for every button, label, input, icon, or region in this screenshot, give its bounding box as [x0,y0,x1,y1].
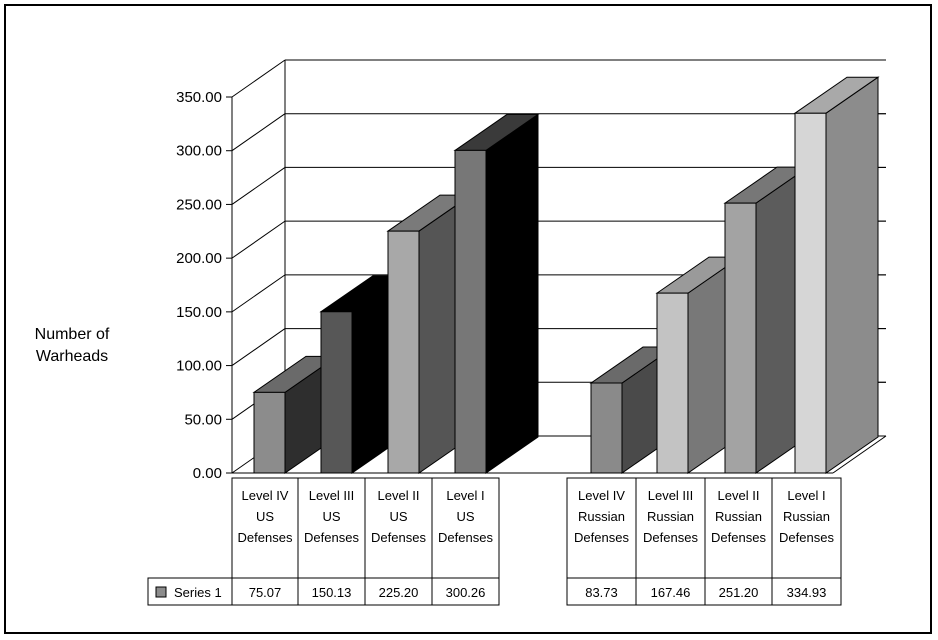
category-label: Russian [783,509,830,524]
category-label: Level II [378,488,420,503]
wall-gridline [231,220,286,259]
category-label: Level IV [578,488,625,503]
bar-front [590,382,623,474]
wall-gridline [231,167,286,205]
category-label: Defenses [643,530,698,545]
wall-gridline [231,59,286,98]
y-tick-label: 150.00 [176,304,222,321]
category-label: US [456,509,474,524]
category-label: Defenses [438,530,493,545]
y-tick-label: 250.00 [176,196,222,213]
category-label: Level III [309,488,355,503]
value-cell [431,577,500,606]
bar-front [724,202,757,474]
y-tick-label: 350.00 [176,89,222,106]
wall-gridline [231,328,286,366]
bar-front [253,391,286,474]
data-value-label: 75.07 [249,585,282,600]
bar-side [485,113,539,474]
data-value-label: 150.13 [312,585,352,600]
legend-label: Series 1 [174,585,222,600]
legend-swatch [155,586,167,598]
category-label: Level I [787,488,825,503]
y-axis-title: Number of [35,326,110,343]
category-label: Russian [715,509,762,524]
category-label: Level II [718,488,760,503]
y-tick-label: 300.00 [176,143,222,160]
y-tick-label: 100.00 [176,358,222,375]
wall-gridline [231,274,286,313]
bar-front [454,149,487,474]
data-value-label: 225.20 [379,585,419,600]
y-tick-label: 200.00 [176,250,222,267]
wall-gridline [231,113,286,152]
category-label: Defenses [304,530,359,545]
category-label: Defenses [779,530,834,545]
value-cell [771,577,842,606]
category-label: US [322,509,340,524]
y-tick-label: 0.00 [193,465,222,482]
data-value-label: 251.20 [719,585,759,600]
data-value-label: 300.26 [446,585,486,600]
category-label: Defenses [574,530,629,545]
category-label: US [256,509,274,524]
category-label: Russian [578,509,625,524]
data-value-label: 167.46 [651,585,691,600]
bar-front [794,112,827,474]
category-label: Russian [647,509,694,524]
category-label: Defenses [238,530,293,545]
bar-front [387,230,420,474]
bar-side [825,76,879,474]
x-axis-floor-right [832,435,887,474]
category-label: Level IV [242,488,289,503]
category-label: Level I [446,488,484,503]
category-label: Defenses [371,530,426,545]
category-label: Level III [648,488,694,503]
category-label: Defenses [711,530,766,545]
y-axis-title: Warheads [36,348,108,365]
y-tick-label: 50.00 [184,411,222,428]
bar-front [320,311,353,474]
data-value-label: 83.73 [585,585,618,600]
category-label: US [389,509,407,524]
bar-front [656,292,689,474]
data-value-label: 334.93 [787,585,827,600]
